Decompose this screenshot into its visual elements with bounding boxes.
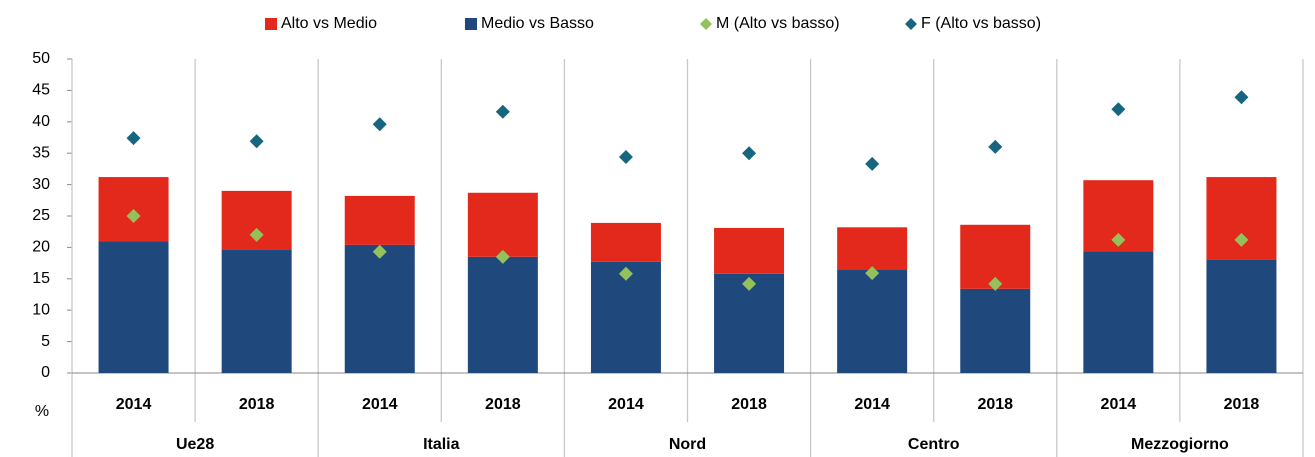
bar — [467, 256, 538, 373]
diamond-marker — [618, 149, 633, 164]
diamond-marker — [372, 117, 387, 132]
diamond-marker — [495, 249, 510, 264]
bar — [1206, 177, 1277, 260]
x-tick-label: 2018 — [239, 396, 275, 413]
y-axis-label: % — [35, 403, 49, 420]
x-tick-label: 2014 — [854, 396, 890, 413]
y-tick-label: 15 — [32, 270, 50, 287]
bar — [1083, 251, 1154, 373]
legend-label: Medio vs Basso — [481, 15, 594, 32]
diamond-marker — [742, 146, 757, 161]
diamond-marker — [865, 156, 880, 171]
y-tick-label: 45 — [32, 82, 50, 99]
y-tick-label: 30 — [32, 176, 50, 193]
x-tick-label: 2018 — [485, 396, 521, 413]
diamond-marker — [1111, 232, 1126, 247]
diamond-marker — [1111, 102, 1126, 117]
x-tick-label: 2014 — [1101, 396, 1137, 413]
legend-swatch — [465, 18, 477, 30]
bar — [1206, 259, 1277, 373]
bar — [837, 270, 908, 373]
bar — [590, 222, 661, 262]
diamond-marker — [249, 134, 264, 149]
x-tick-label: 2018 — [731, 396, 767, 413]
y-tick-label: 5 — [41, 333, 50, 350]
diamond-marker — [865, 266, 880, 281]
bar — [714, 227, 785, 274]
x-tick-label: 2018 — [977, 396, 1013, 413]
group-label: Ue28 — [176, 436, 214, 453]
y-tick-label: 10 — [32, 301, 50, 318]
group-label: Nord — [669, 436, 706, 453]
bar — [98, 241, 169, 373]
diamond-marker — [126, 131, 141, 146]
x-tick-label: 2018 — [1224, 396, 1260, 413]
y-tick-label: 0 — [41, 364, 50, 381]
bar — [960, 288, 1031, 373]
diamond-marker — [249, 227, 264, 242]
group-label: Centro — [908, 436, 960, 453]
diamond-marker — [742, 276, 757, 291]
diamond-marker — [988, 276, 1003, 291]
legend-swatch — [905, 18, 917, 30]
group-label: Mezzogiorno — [1131, 436, 1229, 453]
diamond-marker — [1234, 90, 1249, 105]
y-tick-label: 40 — [32, 113, 50, 130]
diamond-marker — [618, 266, 633, 281]
x-tick-label: 2014 — [362, 396, 398, 413]
x-tick-label: 2014 — [608, 396, 644, 413]
diamond-marker — [495, 104, 510, 119]
x-tick-label: 2014 — [116, 396, 152, 413]
y-tick-label: 20 — [32, 239, 50, 256]
diamond-marker — [126, 209, 141, 223]
bar — [221, 249, 292, 373]
y-tick-label: 35 — [32, 144, 50, 161]
diamond-marker — [1234, 232, 1249, 247]
diamond-marker — [988, 139, 1003, 154]
bar — [344, 244, 415, 373]
legend-label: M (Alto vs basso) — [716, 15, 840, 32]
legend-swatch — [700, 18, 712, 30]
legend-label: Alto vs Medio — [281, 15, 377, 32]
bar — [344, 195, 415, 245]
bar — [837, 227, 908, 271]
bar — [467, 192, 538, 257]
legend-swatch — [265, 18, 277, 30]
diamond-marker — [372, 244, 387, 259]
legend-label: F (Alto vs basso) — [921, 15, 1041, 32]
y-tick-label: 25 — [32, 207, 50, 224]
y-tick-label: 50 — [32, 50, 50, 67]
group-label: Italia — [423, 436, 460, 453]
